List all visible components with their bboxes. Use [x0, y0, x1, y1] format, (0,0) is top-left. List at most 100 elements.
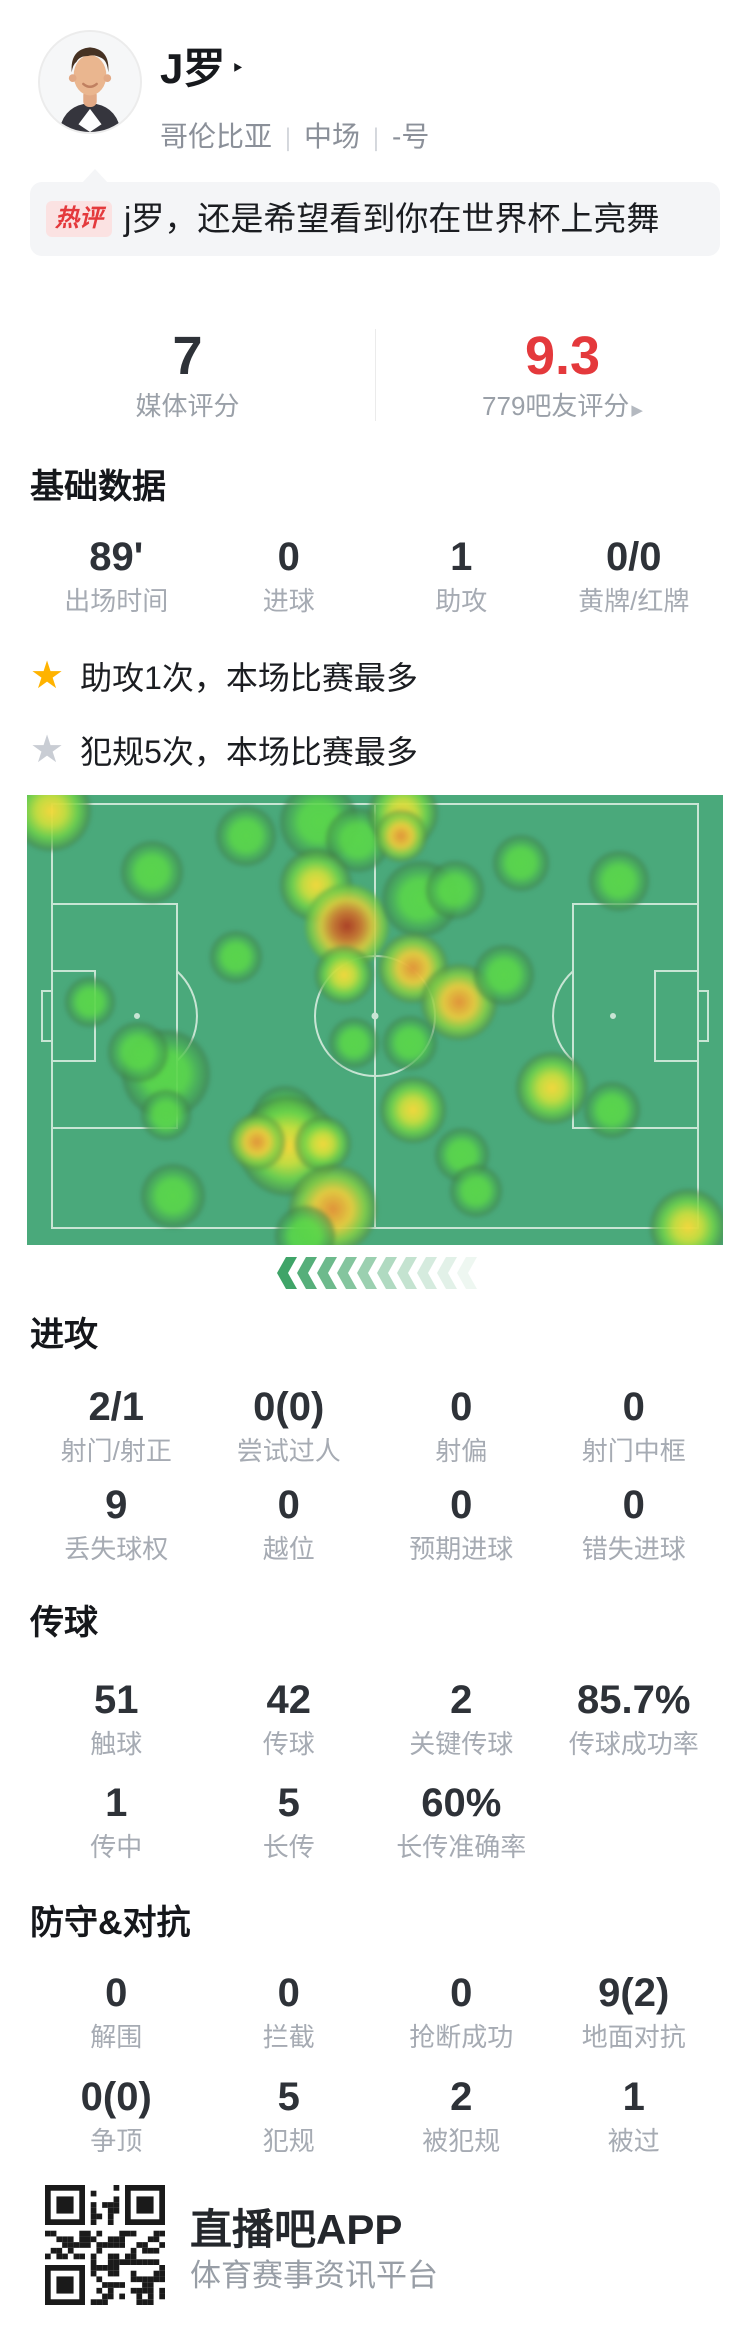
hot-comment-badge: 热评	[46, 201, 112, 237]
heat-blob	[329, 1017, 380, 1068]
stat-cell: 60% 长传准确率	[375, 1780, 548, 1862]
stat-label: 触球	[90, 1729, 143, 1759]
chevron-left-icon	[357, 1257, 377, 1289]
heat-blob	[473, 945, 534, 1005]
section-title-attack: 进攻	[30, 1316, 98, 1354]
stat-label: 越位	[262, 1534, 315, 1564]
heat-blob	[216, 805, 277, 866]
star-icon: ★	[30, 729, 65, 771]
stat-cell: 89' 出场时间	[30, 534, 203, 616]
fan-rating-score: 9.3	[524, 326, 601, 386]
stat-value: 5	[277, 2075, 300, 2119]
player-name: J罗	[160, 45, 226, 92]
player-position: 中场	[304, 121, 361, 152]
app-name: 直播吧APP	[190, 2206, 403, 2253]
stat-value: 60%	[421, 1781, 502, 1825]
passing-stats-row-1: 51 触球 42 传球 2 关键传球 85.7% 传球成功率	[30, 1677, 720, 1759]
stat-cell: 5 犯规	[203, 2074, 376, 2156]
heat-blob	[209, 931, 262, 983]
stat-cell: 42 传球	[203, 1677, 376, 1759]
stat-value: 0/0	[605, 535, 662, 579]
media-rating-score: 7	[172, 326, 203, 386]
chevron-left-icon	[377, 1257, 397, 1289]
stat-label: 射偏	[435, 1436, 488, 1466]
hot-comment-text: j罗，还是希望看到你在世界杯上亮舞	[124, 200, 660, 237]
stat-label: 错失进球	[581, 1534, 686, 1564]
section-title-basic: 基础数据	[30, 468, 166, 506]
heat-blob	[426, 860, 485, 919]
hot-comment[interactable]: 热评 j罗，还是希望看到你在世界杯上亮舞	[30, 169, 720, 256]
chevron-left-icon	[297, 1257, 317, 1289]
divider	[375, 329, 376, 421]
highlight-fouls: ★ 犯规5次，本场比赛最多	[30, 728, 418, 772]
stat-value: 2	[450, 2075, 473, 2119]
defense-stats-row-2: 0(0) 争顶 5 犯规 2 被犯规 1 被过	[30, 2074, 720, 2156]
stat-cell: 0/0 黄牌/红牌	[548, 534, 721, 616]
stat-value: 0	[622, 1385, 645, 1429]
player-name-row[interactable]: J罗 ‣	[160, 47, 244, 91]
stat-cell: 0 预期进球	[375, 1482, 548, 1564]
chevron-left-icon	[397, 1257, 417, 1289]
heat-blob	[141, 1089, 192, 1140]
chevron-left-icon	[337, 1257, 357, 1289]
stat-cell: 5 长传	[203, 1780, 376, 1862]
fan-rating[interactable]: 9.3 779吧友评分 ▶	[375, 327, 750, 426]
heat-blob	[141, 1163, 206, 1228]
highlight-text: 犯规5次，本场比赛最多	[80, 734, 418, 770]
highlight-assists: ★ 助攻1次，本场比赛最多	[30, 654, 418, 698]
attack-stats-row-2: 9 丢失球权 0 越位 0 预期进球 0 错失进球	[30, 1482, 720, 1564]
stat-cell: 0 进球	[203, 534, 376, 616]
media-rating: 7 媒体评分	[0, 327, 375, 421]
heat-blob	[294, 1115, 351, 1172]
stat-label: 长传	[262, 1832, 315, 1862]
chevron-left-icon	[457, 1257, 477, 1289]
stat-label: 抢断成功	[409, 2022, 514, 2052]
stat-cell: 0 射门中框	[548, 1384, 721, 1466]
stat-value: 5	[277, 1781, 300, 1825]
stat-label: 被过	[607, 2126, 660, 2156]
dropdown-caret-icon: ‣	[231, 58, 245, 80]
heat-blob	[588, 850, 649, 911]
stat-cell: 1 助攻	[375, 534, 548, 616]
stat-label: 犯规	[262, 2126, 315, 2156]
stat-value: 0	[277, 1483, 300, 1527]
stat-cell: 0 越位	[203, 1482, 376, 1564]
stat-value: 89'	[89, 535, 144, 579]
stat-cell: 51 触球	[30, 1677, 203, 1759]
heat-blob	[493, 834, 550, 891]
chevron-left-icon	[277, 1257, 297, 1289]
heat-blob	[228, 1113, 285, 1170]
section-title-defense: 防守&对抗	[30, 1904, 191, 1942]
heat-blob	[108, 1021, 169, 1082]
stat-value: 0	[277, 535, 300, 579]
stat-label: 争顶	[90, 2126, 143, 2156]
stat-cell: 1 被过	[548, 2074, 721, 2156]
player-number: -号	[392, 121, 430, 152]
stat-value: 1	[450, 535, 473, 579]
player-meta: 哥伦比亚 ∣ 中场 ∣ -号	[160, 120, 429, 154]
heat-blob	[516, 1051, 589, 1124]
stat-label: 出场时间	[64, 586, 169, 616]
chevron-right-icon: ▶	[631, 402, 643, 419]
avatar[interactable]	[38, 30, 142, 134]
stat-value: 0	[450, 1483, 473, 1527]
separator: ∣	[282, 125, 295, 152]
stat-cell: 2/1 射门/射正	[30, 1384, 203, 1466]
stat-cell: 0(0) 尝试过人	[203, 1384, 376, 1466]
heat-blob	[314, 946, 373, 1004]
stat-cell: 2 被犯规	[375, 2074, 548, 2156]
stat-label: 黄牌/红牌	[578, 586, 690, 616]
media-rating-label: 媒体评分	[135, 391, 240, 421]
stat-value: 2	[450, 1678, 473, 1722]
heat-blob	[382, 1015, 437, 1070]
stat-value: 0	[105, 1971, 128, 2015]
stat-value: 1	[622, 2075, 645, 2119]
stat-label: 关键传球	[409, 1729, 514, 1759]
player-portrait-image	[40, 32, 140, 132]
stat-label: 射门/射正	[60, 1436, 172, 1466]
defense-stats-row-1: 0 解围 0 拦截 0 抢断成功 9(2) 地面对抗	[30, 1970, 720, 2052]
heat-blob	[375, 809, 428, 862]
stat-label: 被犯规	[422, 2126, 501, 2156]
stat-value: 0	[450, 1385, 473, 1429]
